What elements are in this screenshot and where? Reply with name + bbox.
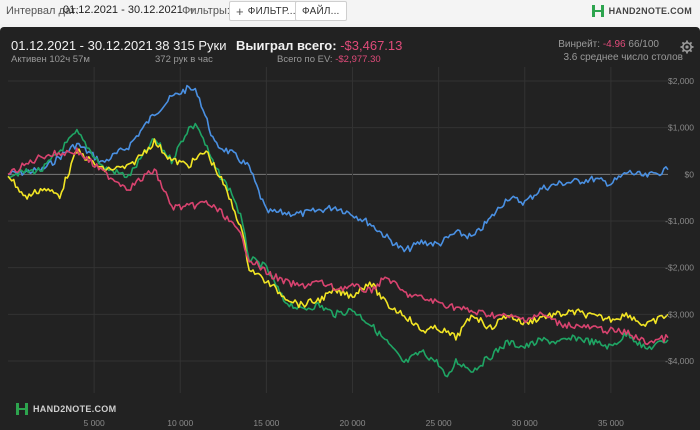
winrate-label: Винрейт: [558, 39, 601, 50]
graph-panel: 01.12.2021 - 30.12.2021 Активен 102ч 57м… [0, 27, 700, 430]
x-tick-label: 25 000 [426, 418, 452, 428]
y-tick-label: $1,000 [668, 123, 694, 133]
summary-tables: 3.6 среднее число столов [563, 52, 683, 63]
summary-ev: Всего по EV: -$2,977.30 [277, 54, 381, 65]
y-tick-label: -$3,000 [665, 309, 694, 319]
winrate-value: -4.96 [602, 39, 626, 50]
y-tick-label: $2,000 [668, 76, 694, 86]
filter-button-label: ФИЛЬТР... [247, 5, 296, 17]
y-tick-label: -$1,000 [665, 216, 694, 226]
filters-label: Фильтры: [182, 5, 230, 17]
y-tick-label: -$2,000 [665, 263, 694, 273]
x-tick-label: 10 000 [167, 418, 193, 428]
x-tick-label: 5 000 [83, 418, 105, 428]
ev-value: -$2,977.30 [335, 54, 381, 65]
x-tick-label: 15 000 [253, 418, 279, 428]
summary-winrate: Винрейт: -4.96 66/100 [558, 39, 659, 50]
profit-chart: $2,000 $1,000 $0 -$1,000 -$2,000 -$3,000 -$4,0… [7, 67, 694, 428]
gear-icon[interactable] [680, 40, 694, 54]
x-tick-label: 20 000 [340, 418, 366, 428]
hand2note-watermark-icon [16, 403, 28, 415]
interval-label: Интервал дат: [6, 5, 79, 17]
pink-series-line [7, 147, 669, 346]
date-range-value: 01.12.2021 - 30.12.2021 [63, 4, 183, 16]
summary-active-time: Активен 102ч 57м [11, 54, 90, 65]
ev-label: Всего по EV: [277, 54, 333, 65]
plus-icon: + [236, 3, 244, 19]
green-series-line [7, 122, 669, 378]
top-toolbar: Интервал дат: 01.12.2021 - 30.12.2021 ▼ Ф… [0, 0, 700, 24]
add-filter-button[interactable]: + ФИЛЬТР... [229, 1, 303, 21]
watermark-text: HAND2NOTE.COM [33, 404, 117, 414]
file-button[interactable]: ФАЙЛ... [295, 1, 347, 21]
chevron-down-icon: ▼ [187, 6, 196, 15]
yellow-series-line [7, 138, 669, 341]
y-tick-label: $0 [685, 169, 695, 179]
won-value: -$3,467.13 [340, 38, 403, 53]
summary-hands-per-hour: 372 рук в час [155, 54, 213, 65]
y-tick-label: -$4,000 [665, 356, 694, 366]
brand-name: HAND2NOTE.COM [608, 6, 692, 16]
date-range-picker[interactable]: 01.12.2021 - 30.12.2021 ▼ [63, 3, 196, 20]
chart-axis-labels: $2,000 $1,000 $0 -$1,000 -$2,000 -$3,000 -$4,0… [83, 76, 694, 428]
x-tick-label: 30 000 [512, 418, 538, 428]
x-tick-label: 35 000 [598, 418, 624, 428]
hand2note-watermark: HAND2NOTE.COM [15, 402, 116, 416]
summary-hands: 38 315 Руки [155, 38, 227, 53]
winrate-rest: 66/100 [628, 39, 659, 50]
chart-grid [8, 67, 668, 393]
file-button-label: ФАЙЛ... [302, 5, 340, 17]
won-label: Выиграл всего: [236, 38, 337, 53]
summary-won: Выиграл всего: -$3,467.13 [236, 38, 402, 53]
summary-date-range: 01.12.2021 - 30.12.2021 [11, 38, 153, 53]
brand-logo: HAND2NOTE.COM [591, 4, 692, 18]
hand2note-logo-icon [591, 5, 604, 17]
chart-lines [7, 84, 669, 378]
blue-series-line [7, 84, 669, 253]
